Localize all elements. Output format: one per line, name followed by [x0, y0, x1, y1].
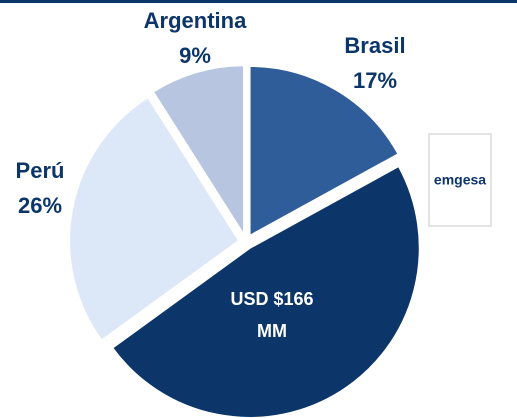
slice-label: Argentina	[144, 8, 247, 33]
value-label: 9%	[179, 43, 211, 68]
value-label: 26%	[18, 193, 62, 218]
pie-slice	[248, 64, 400, 238]
annotation: USD $166	[230, 289, 313, 309]
pie-slice	[110, 164, 421, 418]
top-rule	[0, 0, 517, 3]
value-label: 17%	[353, 68, 397, 93]
logo: emgesa	[434, 172, 486, 188]
annotation: MM	[257, 321, 287, 341]
logo-box	[428, 133, 492, 227]
pie-slice	[151, 64, 246, 239]
slice-label: Brasil	[344, 33, 405, 58]
pie-slice	[68, 95, 241, 343]
slice-label: Perú	[16, 158, 65, 183]
